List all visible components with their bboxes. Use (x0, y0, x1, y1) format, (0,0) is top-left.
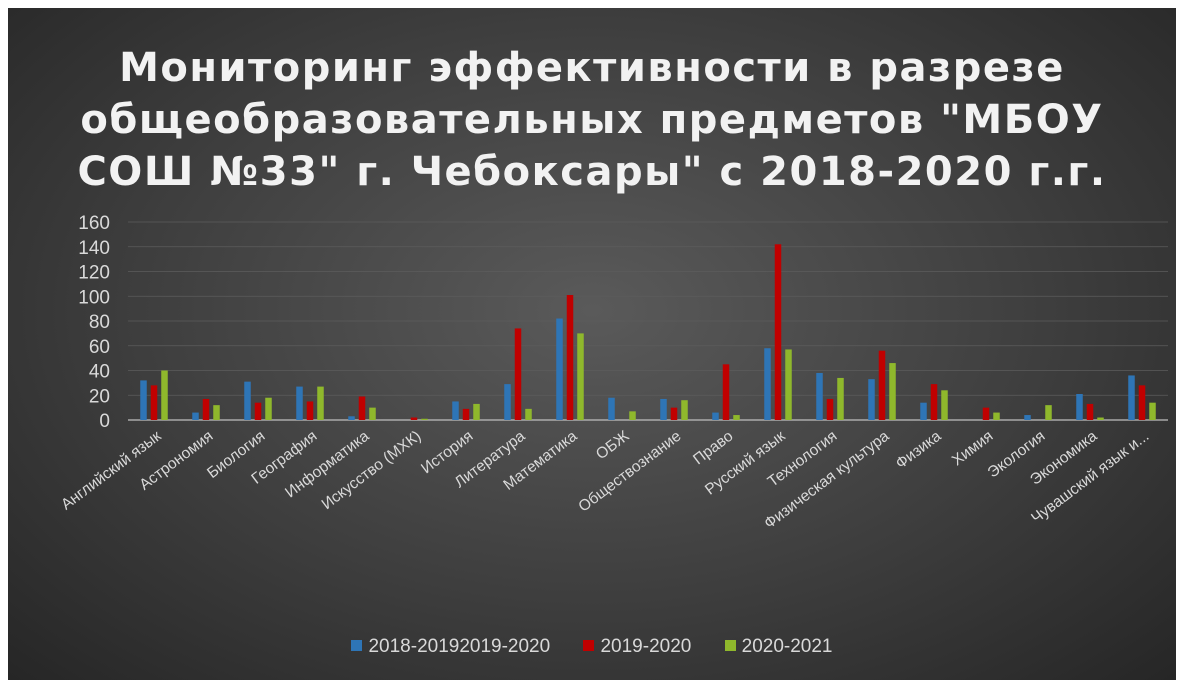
bar-2-9 (566, 295, 574, 420)
bar-3-3 (265, 397, 272, 420)
x-axis: Английский языкАстрономияБиологияГеограф… (58, 427, 1152, 532)
bars (140, 244, 1156, 421)
plot-area: 0 20 40 60 80 100 120 140 160 Английский языкАст… (58, 213, 1168, 532)
bar-3-4 (317, 386, 324, 420)
legend-item-series-3: 2020-2021 (724, 636, 833, 658)
legend-label: 2019-2020 (600, 636, 692, 657)
bar-3-5 (369, 407, 376, 421)
bar-1-3 (244, 381, 251, 420)
bar-2-17 (982, 407, 990, 421)
bar-2-7 (462, 408, 470, 420)
bar-2-2 (202, 398, 210, 420)
bar-2-3 (254, 402, 262, 420)
y-axis: 0 20 40 60 80 100 120 140 160 (78, 213, 110, 432)
legend: 2018-20192019-2020 2019-2020 2020-2021 (8, 636, 1176, 658)
category-label: Право (690, 428, 736, 469)
bar-1-16 (920, 402, 927, 420)
bar-2-5 (358, 396, 366, 420)
bar-2-6 (410, 417, 418, 420)
y-tick-label: 100 (78, 287, 110, 308)
bar-1-11 (660, 398, 667, 420)
chart-title-line-2: общеобразовательных предметов "МБОУ (80, 97, 1104, 143)
bar-2-12 (722, 364, 730, 420)
bar-2-8 (514, 328, 522, 420)
bar-1-8 (504, 384, 511, 420)
legend-item-series-2: 2019-2020 (583, 636, 691, 658)
bar-3-14 (837, 377, 844, 420)
bar-1-19 (1076, 394, 1083, 420)
category-label: ОБЖ (593, 427, 633, 463)
legend-label: 2020-2021 (741, 636, 833, 657)
y-tick-label: 140 (78, 238, 110, 259)
bar-1-2 (192, 412, 199, 420)
bar-2-11 (670, 407, 678, 421)
bar-2-13 (774, 244, 782, 420)
bar-3-1 (161, 370, 168, 420)
bar-2-16 (930, 384, 938, 420)
bar-3-7 (473, 403, 480, 420)
chart-title-line-3: СОШ №33" г. Чебоксары" с 2018-2020 г.г. (77, 149, 1107, 195)
bar-3-8 (525, 408, 532, 420)
legend-swatch (724, 640, 736, 651)
category-label: Физика (893, 427, 945, 472)
bar-1-20 (1128, 375, 1135, 420)
y-tick-label: 20 (89, 386, 110, 407)
bar-1-4 (296, 386, 303, 420)
bar-3-2 (213, 405, 220, 420)
y-tick-label: 60 (89, 337, 110, 358)
chart-title: Мониторинг эффективности в разрезе общео… (8, 42, 1176, 198)
bar-1-12 (712, 412, 719, 420)
bar-1-9 (556, 318, 563, 420)
bar-3-18 (1045, 405, 1052, 420)
y-tick-label: 0 (99, 411, 110, 432)
bar-1-18 (1024, 415, 1031, 420)
bar-3-19 (1097, 417, 1104, 420)
bar-2-14 (826, 398, 834, 420)
gridlines (128, 221, 1168, 421)
bar-1-10 (608, 397, 615, 420)
bar-3-12 (733, 415, 740, 420)
bar-3-13 (785, 349, 792, 420)
y-tick-label: 120 (78, 263, 110, 284)
bar-1-15 (868, 379, 875, 420)
bar-2-15 (878, 350, 886, 420)
bar-3-20 (1149, 402, 1156, 420)
bar-1-13 (764, 348, 771, 420)
bar-1-5 (348, 416, 355, 420)
legend-label: 2018-20192019-2020 (368, 636, 551, 657)
bar-2-19 (1086, 403, 1094, 420)
category-label: Химия (949, 428, 997, 470)
bar-3-10 (629, 411, 636, 420)
bar-2-4 (306, 401, 314, 420)
legend-swatch (583, 640, 595, 651)
y-tick-label: 40 (89, 362, 110, 383)
bar-1-7 (452, 401, 459, 420)
bar-3-15 (889, 363, 896, 420)
chart-title-line-1: Мониторинг эффективности в разрезе (119, 45, 1065, 91)
bar-3-16 (941, 390, 948, 420)
bar-3-11 (681, 400, 688, 420)
bar-3-6 (421, 418, 428, 420)
y-tick-label: 80 (89, 312, 110, 333)
bar-3-17 (993, 412, 1000, 420)
bar-2-1 (150, 385, 158, 420)
bar-2-20 (1138, 385, 1146, 420)
legend-item-series-1: 2018-20192019-2020 (351, 636, 550, 658)
bar-1-14 (816, 372, 823, 420)
legend-swatch (351, 640, 363, 651)
chart-frame: Мониторинг эффективности в разрезе общео… (8, 8, 1176, 680)
bar-3-9 (577, 333, 584, 421)
y-tick-label: 160 (78, 213, 110, 234)
bar-1-1 (140, 380, 147, 420)
